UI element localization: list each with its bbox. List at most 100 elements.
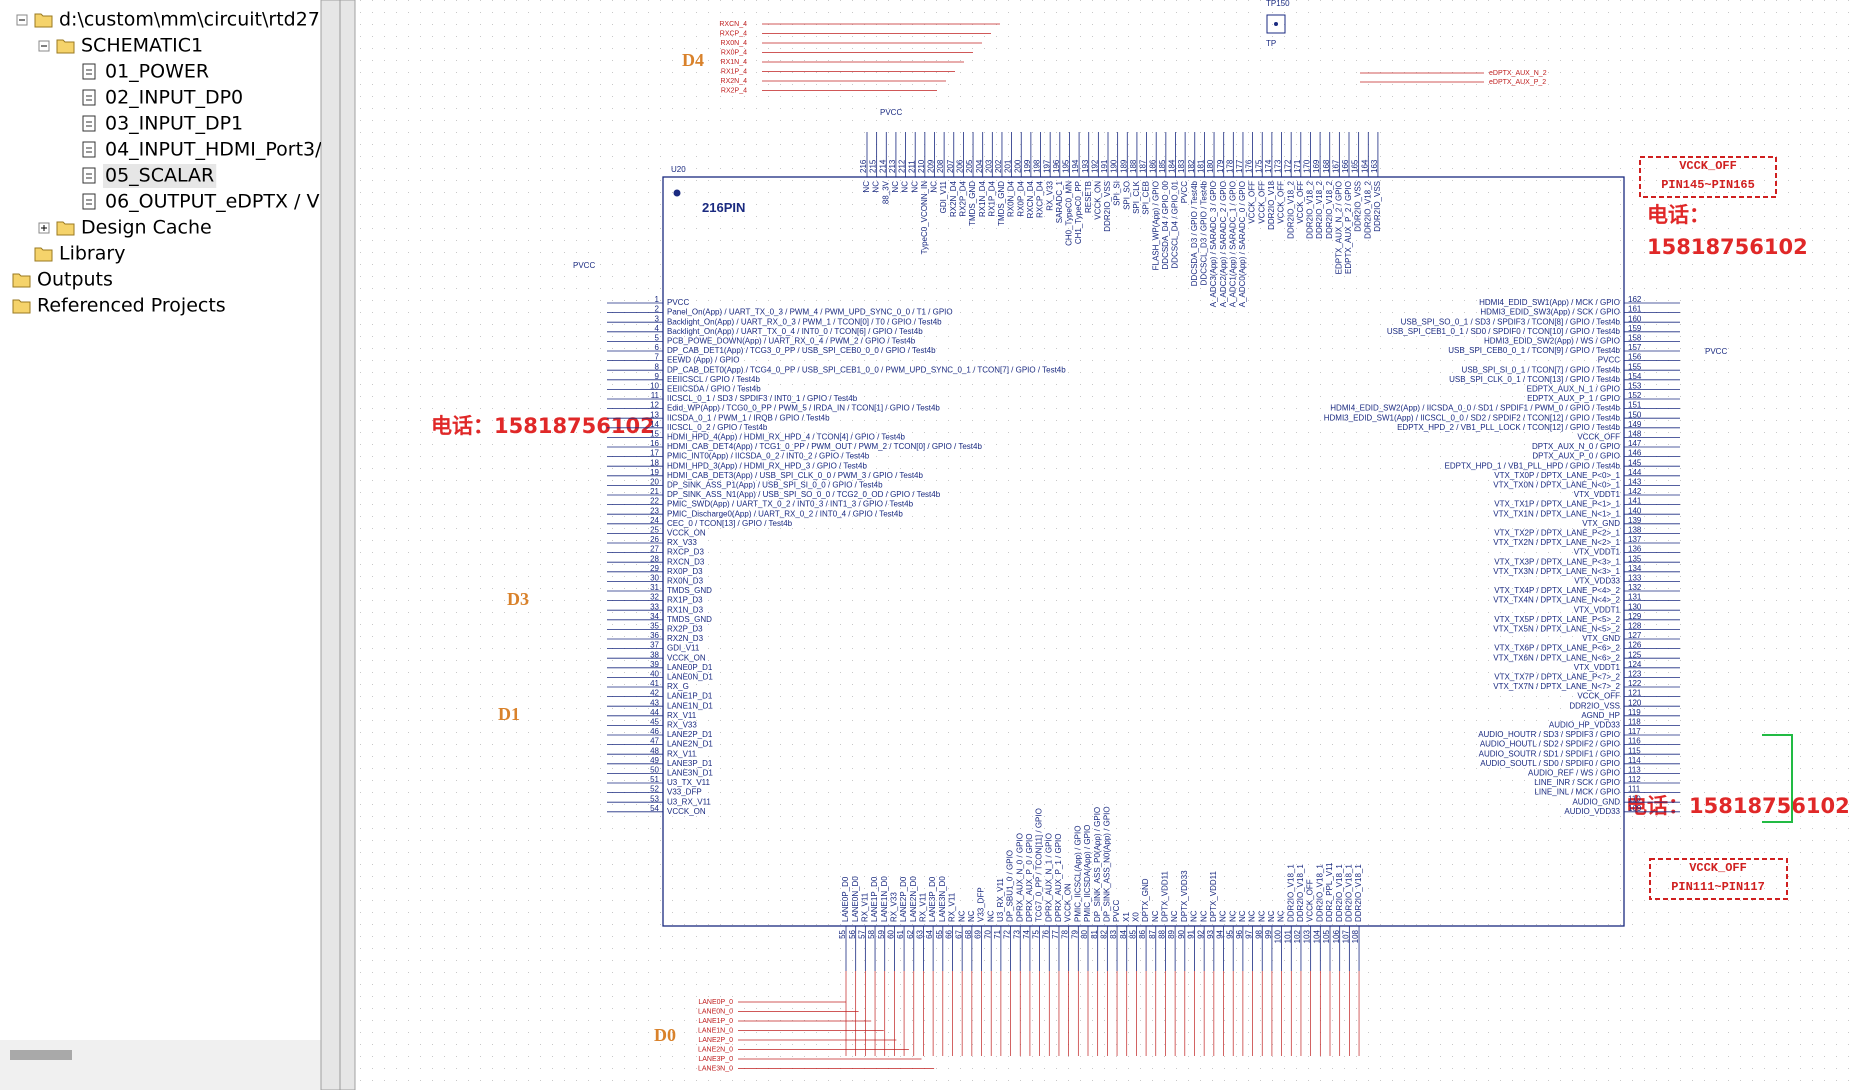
tree-item[interactable]: Design Cache bbox=[81, 217, 212, 239]
pin-name: TMDS_GND bbox=[968, 181, 977, 226]
pin-name: DPTX_GND bbox=[1141, 878, 1150, 922]
tree-item[interactable]: 04_INPUT_HDMI_Port3/4 bbox=[105, 139, 334, 161]
tree-item[interactable]: Library bbox=[59, 243, 125, 265]
pin-number: 141 bbox=[1628, 497, 1642, 506]
pin-number: 12 bbox=[650, 401, 659, 410]
pin-number: 212 bbox=[898, 159, 907, 173]
pin-name: RESETB bbox=[1084, 181, 1093, 213]
pin-name: HDMI3_EDID_SW1(App) / IICSCL_0_0 / SD2 /… bbox=[1324, 413, 1621, 422]
pin-number: 146 bbox=[1628, 449, 1642, 458]
h-scrollbar[interactable] bbox=[0, 1040, 321, 1090]
pin-name: IICSDA_0_1 / PWM_1 / IRQB / GPIO / Test4… bbox=[667, 413, 830, 422]
pin-number: 116 bbox=[1628, 737, 1641, 746]
pin-number: 56 bbox=[848, 929, 857, 938]
pin-name: DDR2IO_V18_2 bbox=[1286, 180, 1295, 238]
pin-name: RX2P_D4 bbox=[959, 180, 968, 216]
tree-item[interactable]: 01_POWER bbox=[105, 61, 209, 83]
pin-name: EDPTX_AUX_P_2 / GPIO bbox=[1344, 181, 1353, 274]
pin-name: RX1P_D3 bbox=[667, 596, 703, 605]
pin-name: AGND_HP bbox=[1581, 711, 1620, 720]
tree-panel bbox=[0, 0, 321, 1090]
pin-number: 175 bbox=[1254, 159, 1263, 173]
pin-name: VTX_VDDT1 bbox=[1574, 490, 1621, 499]
tree-item[interactable]: SCHEMATIC1 bbox=[81, 35, 203, 57]
pin-number: 54 bbox=[650, 804, 659, 813]
pin-number: 211 bbox=[907, 160, 916, 173]
pin-name: IICSCL_0_1 / SD3 / SPDIF3 / INT0_1 / GPI… bbox=[667, 394, 858, 403]
pin-name: HDMI_HPD_3(App) / HDMI_RX_HPD_3 / GPIO /… bbox=[667, 461, 867, 470]
pin-number: 51 bbox=[650, 775, 659, 784]
pin-name: TCG7_0_PP / TCON[11] / GPIO bbox=[1035, 808, 1044, 922]
pin-number: 33 bbox=[650, 602, 659, 611]
net-label: LANE0N_0 bbox=[698, 1008, 733, 1015]
pin-name: RX0P_D4 bbox=[1016, 180, 1025, 216]
pin-name: VTX_GND bbox=[1582, 519, 1620, 528]
power-label: PVCC bbox=[573, 261, 595, 270]
tree-item[interactable]: 05_SCALAR bbox=[105, 165, 214, 187]
pin-name: PMIC_INT0(App) / IICSDA_0_2 / INT0_2 / G… bbox=[667, 452, 870, 461]
pin-name: DDR2IO_V18_2 bbox=[1315, 180, 1324, 238]
pin-name: LANE0N_D1 bbox=[667, 673, 713, 682]
tree-item[interactable]: 03_INPUT_DP1 bbox=[105, 113, 243, 135]
pin-name: VCCK_ON bbox=[667, 529, 706, 538]
pin-number: 99 bbox=[1264, 929, 1273, 938]
pin-name: DDCSDA_D4 / GPIO_00 bbox=[1161, 180, 1170, 269]
pin-name: FLASH_WP(App) / GPIO bbox=[1151, 181, 1160, 270]
pin-name: RX2P_D3 bbox=[667, 625, 703, 634]
tree-item[interactable]: 06_OUTPUT_eDPTX / V By bbox=[105, 191, 350, 213]
pin-name: USB_SPI_CEB0_0_1 / TCON[9] / GPIO / Test… bbox=[1448, 346, 1620, 355]
pin-number: 112 bbox=[1628, 775, 1641, 784]
pin-name: Edid_WP(App) / TCG0_0_PP / PWM_5 / IRDA_… bbox=[667, 404, 940, 413]
net-label: eDPTX_AUX_N_2 bbox=[1489, 70, 1547, 77]
pin-number: 31 bbox=[650, 583, 659, 592]
net-label: LANE0P_0 bbox=[698, 999, 733, 1006]
pin-number: 64 bbox=[925, 929, 934, 938]
pin-name: DP_SINK_ASS_P1(App) / USB_SPI_SI_0_0 / G… bbox=[667, 481, 883, 490]
pin-name: DDCSCL_D4 / GPIO_01 bbox=[1171, 180, 1180, 268]
net-label: RX1P_4 bbox=[721, 68, 747, 75]
note-text: VCCK_OFF bbox=[1689, 861, 1747, 875]
tree-item[interactable]: d:\custom\mm\circuit\rtd2726 bbox=[59, 9, 344, 31]
pin-name: DP_CAB_DET0(App) / TCG4_0_PP / USB_SPI_C… bbox=[667, 365, 1066, 374]
pin-number: 108 bbox=[1351, 929, 1360, 943]
note-text: VCCK_OFF bbox=[1679, 159, 1737, 173]
pin-name: CH1_TypeC0_PP bbox=[1074, 181, 1083, 244]
pin-name: SPI_SI bbox=[1113, 181, 1122, 206]
tree-item[interactable]: Referenced Projects bbox=[37, 295, 226, 317]
tree-item[interactable]: 02_INPUT_DP0 bbox=[105, 87, 243, 109]
pin-number: 98 bbox=[1254, 929, 1263, 938]
pin-number: 111 bbox=[1628, 785, 1641, 794]
pin-name: VTX_TX2P / DPTX_LANE_P<2>_1 bbox=[1494, 529, 1620, 538]
pin-name: HDMI4_EDID_SW1(App) / MCK / GPIO bbox=[1479, 298, 1620, 307]
pin-number: 162 bbox=[1628, 295, 1642, 304]
pin-number: 6 bbox=[655, 343, 660, 352]
pin-number: 205 bbox=[965, 159, 974, 173]
pin-number: 129 bbox=[1628, 612, 1642, 621]
splitter[interactable] bbox=[320, 0, 356, 1090]
pin-number: 213 bbox=[888, 159, 897, 173]
pin-number: 28 bbox=[650, 554, 659, 563]
pin-number: 180 bbox=[1206, 159, 1215, 173]
pin-number: 200 bbox=[1013, 159, 1022, 173]
tree-item[interactable]: Outputs bbox=[37, 269, 113, 291]
pin-number: 34 bbox=[650, 612, 659, 621]
scroll-thumb[interactable] bbox=[10, 1050, 72, 1060]
pin-number: 215 bbox=[869, 159, 878, 173]
pin-number: 119 bbox=[1628, 708, 1641, 717]
pin-number: 103 bbox=[1303, 929, 1312, 943]
pin-number: 79 bbox=[1070, 929, 1079, 938]
pin-number: 181 bbox=[1197, 159, 1206, 173]
pin-number: 55 bbox=[838, 929, 847, 938]
pin-number: 2 bbox=[655, 305, 660, 314]
pin-number: 196 bbox=[1052, 159, 1061, 173]
pin-name: VCCK_OFF bbox=[1296, 181, 1305, 224]
pin-name: NC bbox=[1199, 910, 1208, 922]
pin-number: 5 bbox=[655, 334, 660, 343]
pin-name: VCCK_OFF bbox=[1277, 181, 1286, 224]
pin-name: HDMI_CAB_DET4(App) / TCG1_0_PP / PWM_OUT… bbox=[667, 442, 982, 451]
net-label: LANE2N_0 bbox=[698, 1046, 733, 1053]
pin-number: 88 bbox=[1158, 929, 1167, 938]
pin-name: VCCK_OFF bbox=[1577, 433, 1620, 442]
pin-name: DDR2IO_VSS bbox=[1373, 181, 1382, 232]
pin-name: DPTX_AUX_N_0 / GPIO bbox=[1532, 442, 1620, 451]
